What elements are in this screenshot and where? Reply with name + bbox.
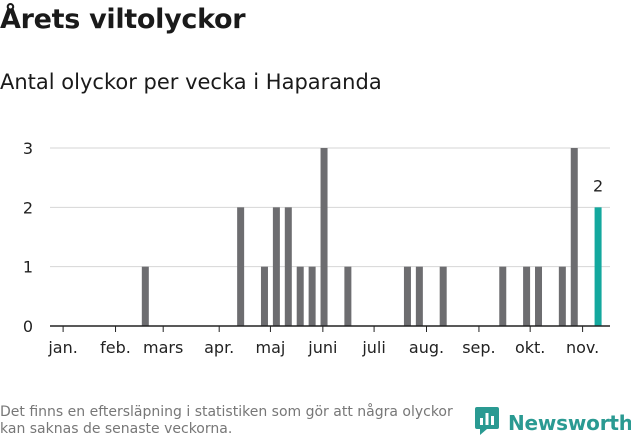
bar: [570, 148, 578, 326]
x-tick-label: apr.: [204, 338, 234, 357]
x-tick-label: maj: [256, 338, 286, 357]
bar: [558, 266, 566, 326]
x-tick-label: okt.: [515, 338, 545, 357]
y-tick-label: 3: [23, 139, 33, 158]
newsworthy-chat-chart-icon: [474, 406, 500, 440]
bar: [344, 266, 352, 326]
data-label: 2: [593, 176, 603, 195]
bar: [403, 266, 411, 326]
y-tick-label: 0: [23, 317, 33, 336]
x-tick-label: jan.: [47, 338, 77, 357]
bar: [296, 266, 304, 326]
x-tick-label: mars: [143, 338, 183, 357]
newsworthy-brand: Newsworthy: [474, 406, 631, 440]
footnote: Det finns en eftersläpning i statistiken…: [0, 404, 453, 437]
y-tick-label: 2: [23, 198, 33, 217]
bar: [535, 266, 543, 326]
brand-name: Newsworthy: [508, 411, 631, 435]
bar: [499, 266, 507, 326]
x-tick-label: aug.: [409, 338, 444, 357]
bar: [415, 266, 423, 326]
x-tick-label: nov.: [566, 338, 599, 357]
bar: [284, 207, 292, 326]
x-axis-ticks: jan. feb. mars apr. maj juni juli aug. sep. okt. n…: [47, 326, 599, 357]
y-axis-ticks: 0 1 2 3: [23, 139, 33, 336]
bar-highlight: [594, 207, 602, 326]
bar: [320, 148, 328, 326]
bar: [237, 207, 245, 326]
data-labels: 2: [593, 176, 603, 195]
bar: [141, 266, 149, 326]
x-tick-label: juli: [361, 338, 385, 357]
bars: [141, 148, 602, 326]
chart-title: Årets viltolyckor: [0, 4, 246, 35]
bar: [523, 266, 531, 326]
bar: [272, 207, 280, 326]
bar: [260, 266, 268, 326]
bar: [439, 266, 447, 326]
y-tick-label: 1: [23, 258, 33, 277]
chart-subtitle: Antal olyckor per vecka i Haparanda: [0, 70, 382, 94]
bar-chart: 0 1 2 3 jan. feb. mars apr. maj juni juli aug. sep.…: [23, 139, 610, 357]
x-tick-label: feb.: [100, 338, 131, 357]
bar: [308, 266, 316, 326]
grid-lines: [50, 147, 610, 268]
x-tick-label: sep.: [462, 338, 495, 357]
x-tick-label: juni: [307, 338, 337, 357]
